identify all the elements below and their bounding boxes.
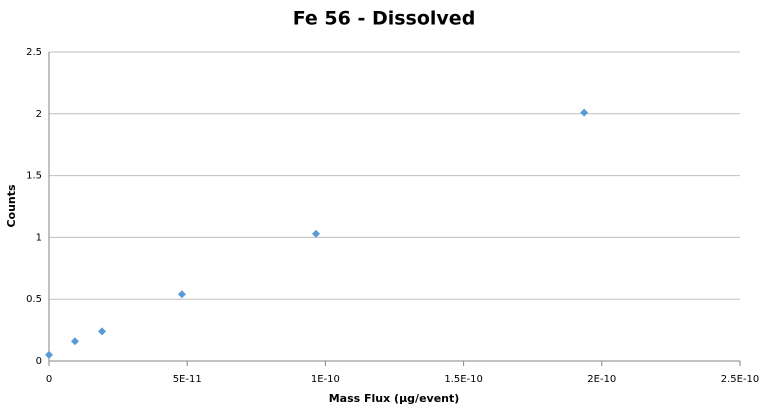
- point: [580, 108, 589, 117]
- chart-title: Fe 56 - Dissolved: [293, 8, 476, 30]
- x-tick-label: 5E-11: [173, 374, 202, 385]
- y-tick-label: 0: [36, 356, 42, 367]
- y-tick-label: 0.5: [26, 294, 42, 305]
- point: [312, 229, 321, 238]
- x-tick-label: 1.5E-10: [444, 374, 483, 385]
- point: [98, 327, 107, 336]
- point: [70, 337, 79, 346]
- x-tick-label: 2E-10: [587, 374, 616, 385]
- point: [45, 350, 53, 359]
- y-tick-label: 2: [36, 109, 42, 120]
- point: [177, 290, 186, 299]
- x-tick-label: 0: [46, 374, 52, 385]
- x-tick-label: 2.5E-10: [721, 374, 760, 385]
- y-tick-label: 2.5: [26, 47, 42, 58]
- y-tick-label: 1: [36, 232, 42, 243]
- y-axis-label: Counts: [5, 184, 18, 228]
- x-axis-label: Mass Flux (µg/event): [329, 392, 460, 405]
- x-tick-label: 1E-10: [311, 374, 340, 385]
- y-tick-label: 1.5: [26, 171, 42, 182]
